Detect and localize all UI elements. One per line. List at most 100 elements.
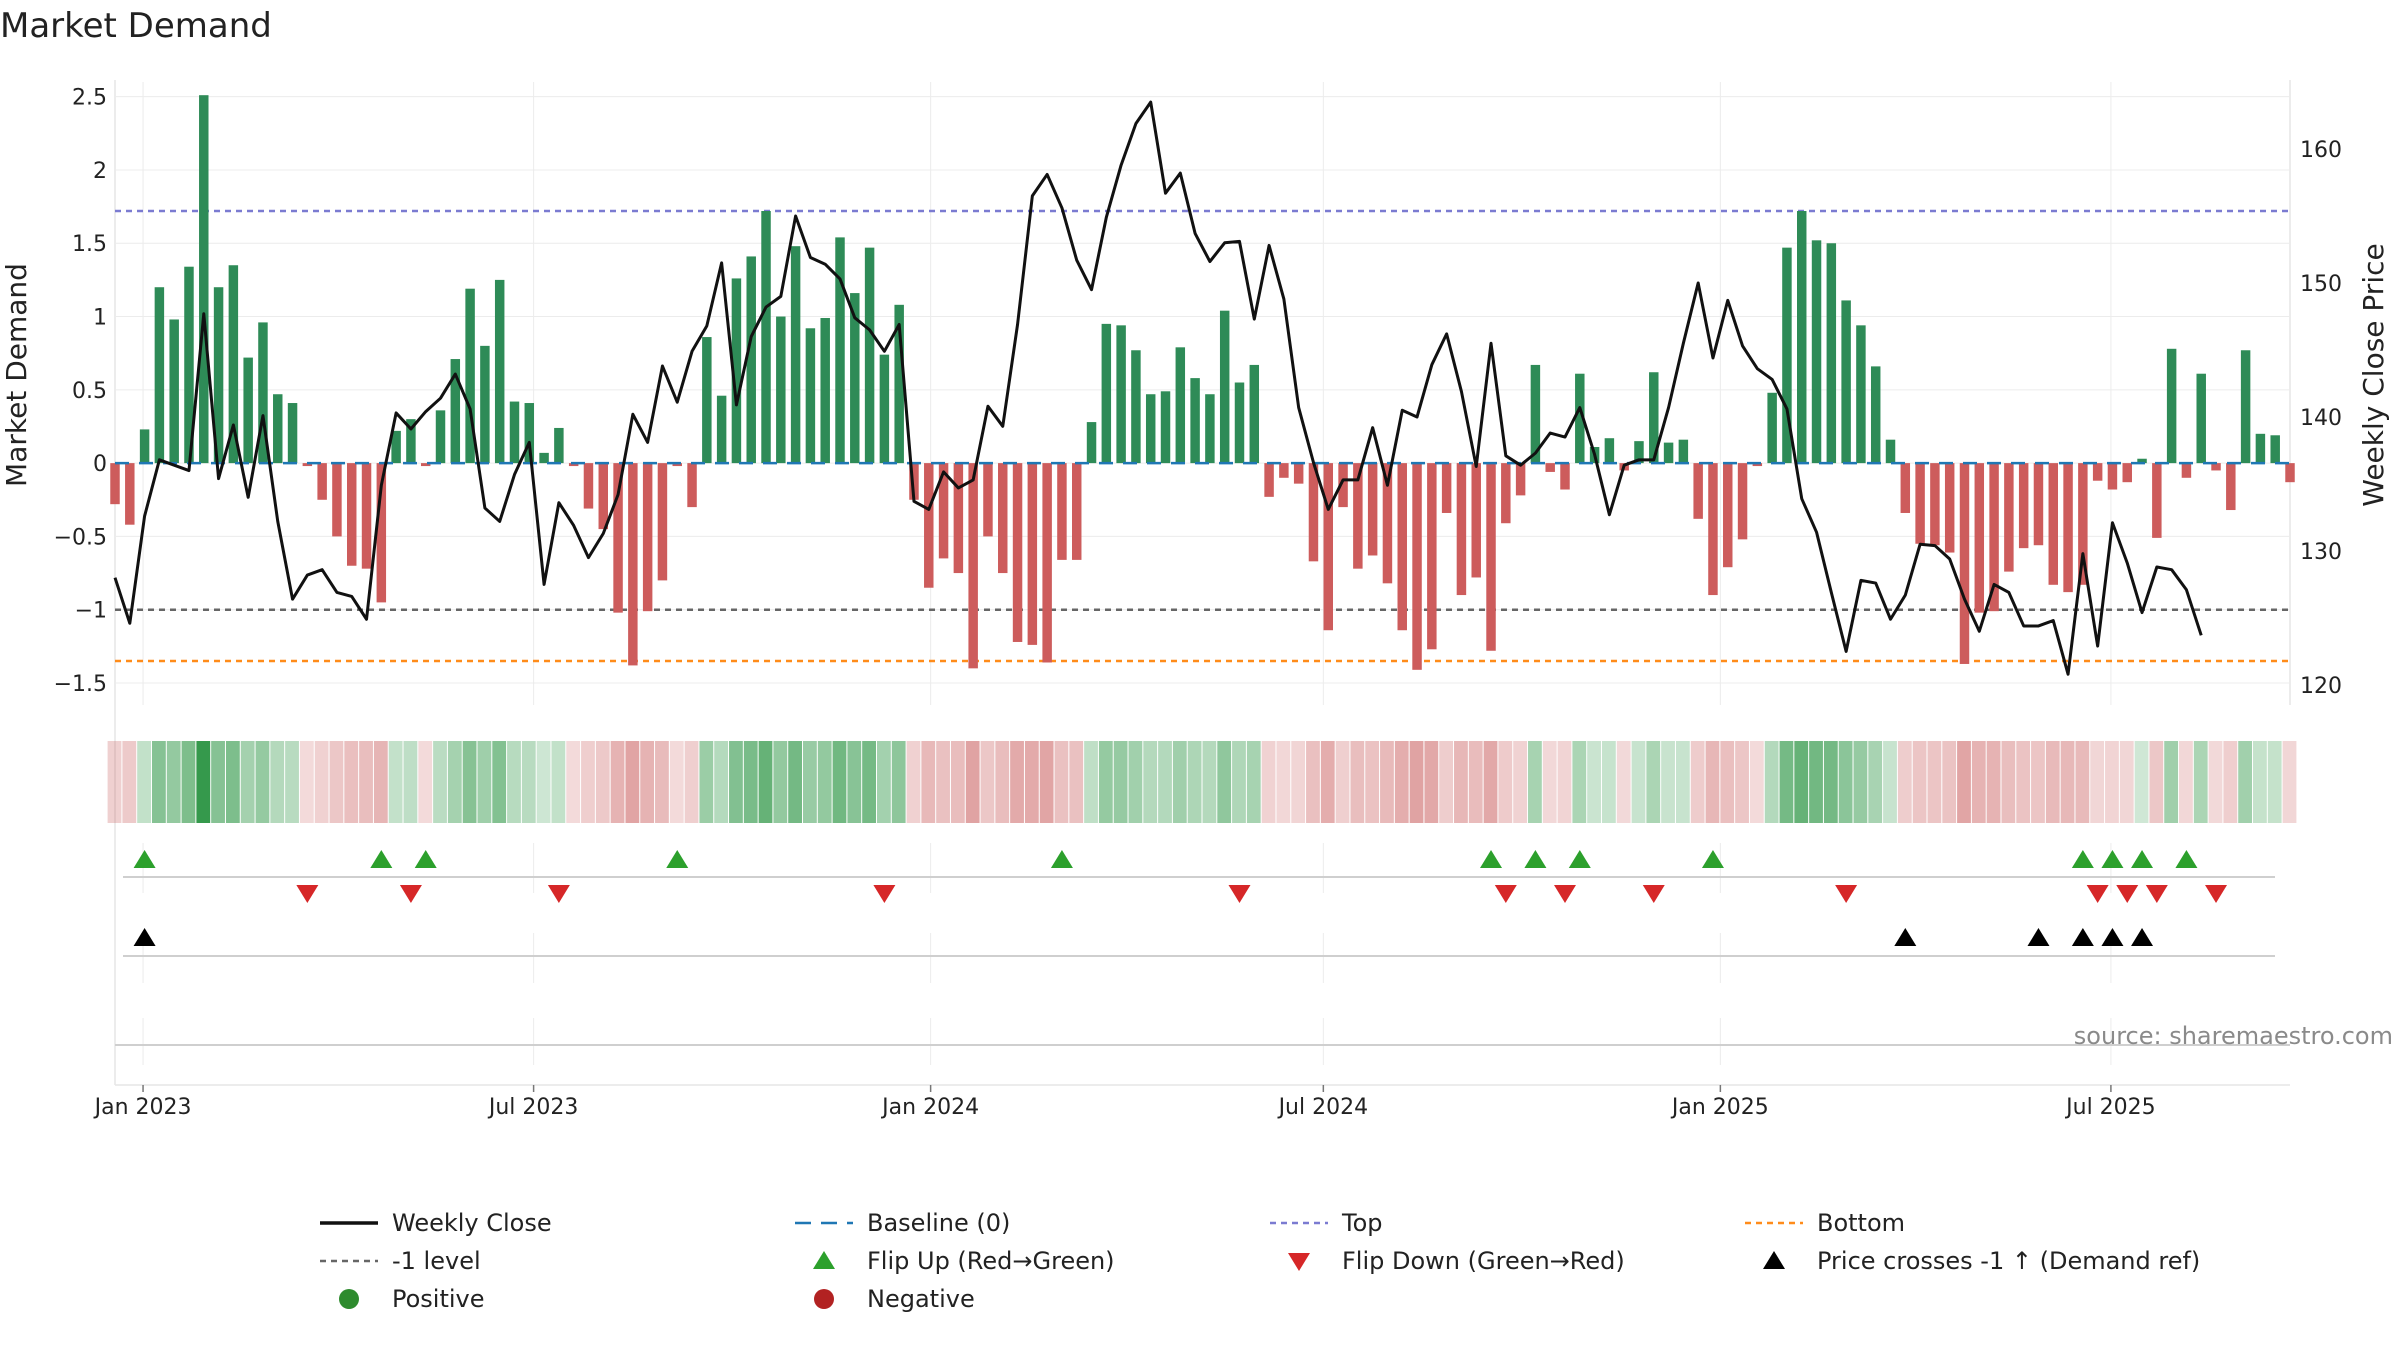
demand-bar	[2211, 463, 2221, 471]
flip-down-marker	[873, 885, 896, 903]
heat-cell	[447, 741, 462, 823]
demand-bar	[1190, 378, 1200, 464]
heat-cell	[1912, 741, 1927, 823]
legend-flip-up-label: Flip Up (Red→Green)	[867, 1247, 1115, 1275]
heat-cell	[1039, 741, 1054, 823]
heat-cell	[1217, 741, 1232, 823]
y-tick-label: 2.5	[72, 86, 107, 111]
heat-cell	[1616, 741, 1631, 823]
demand-bar	[2033, 463, 2044, 546]
demand-bar	[2122, 463, 2132, 483]
price-cross-marker	[2101, 928, 2124, 946]
flip-up-marker	[414, 850, 437, 868]
heat-cell	[1069, 741, 1084, 823]
heat-cell	[1749, 741, 1764, 823]
demand-bar	[1412, 463, 1422, 670]
heat-cell	[714, 741, 729, 823]
demand-bar	[1723, 463, 1733, 568]
heat-cell	[1439, 741, 1454, 823]
x-tick-label: Jul 2023	[487, 1095, 579, 1120]
demand-bar	[420, 463, 431, 467]
demand-bar	[2181, 463, 2192, 478]
heat-cell	[1957, 741, 1971, 823]
y2-tick-label: 120	[2300, 674, 2342, 699]
demand-bar	[1145, 394, 1156, 464]
x-tick-label: Jan 2023	[93, 1095, 192, 1120]
flip-down-marker	[2086, 885, 2109, 903]
demand-bar	[2107, 463, 2118, 490]
heat-cell	[1128, 741, 1143, 823]
heat-cell	[314, 741, 329, 823]
weekly-close-line	[113, 100, 2203, 676]
demand-bar	[1057, 463, 1067, 560]
heat-cell	[655, 741, 669, 823]
demand-bar	[243, 357, 253, 464]
heat-cell	[625, 741, 640, 823]
price-cross-marker	[2027, 928, 2050, 946]
demand-bar	[2137, 458, 2147, 464]
heat-cell	[373, 741, 388, 823]
heat-cell	[1897, 741, 1912, 823]
heat-cell	[2075, 741, 2090, 823]
heat-cell	[1409, 741, 1424, 823]
demand-bar	[139, 429, 150, 464]
demand-bar	[1604, 438, 1615, 464]
heat-cell	[536, 741, 551, 823]
heat-cell	[832, 741, 847, 823]
demand-bar	[1131, 350, 1141, 464]
flip-down-marker	[547, 885, 570, 903]
demand-bar	[1382, 463, 1393, 584]
heat-cell	[699, 741, 714, 823]
demand-bar	[1915, 463, 1925, 544]
heat-cell	[1335, 741, 1350, 823]
heat-cell	[1232, 741, 1246, 823]
heat-cell	[2016, 741, 2031, 823]
demand-bar	[1530, 364, 1541, 464]
heat-cell	[729, 741, 743, 823]
demand-bar	[1308, 463, 1319, 562]
heat-cell	[196, 741, 211, 823]
demand-bar	[1575, 373, 1585, 464]
heat-cell	[2179, 741, 2193, 823]
heat-cell	[418, 741, 433, 823]
heat-cell	[507, 741, 521, 823]
heat-cell	[299, 741, 314, 823]
demand-bar	[1782, 247, 1792, 464]
demand-bar	[1678, 439, 1689, 464]
x-tick-label: Jan 2025	[1670, 1095, 1769, 1120]
heat-cell	[2090, 741, 2105, 823]
demand-bar	[998, 463, 1008, 574]
heat-cell	[137, 741, 151, 823]
flip-down-marker	[2205, 885, 2228, 903]
x-tick-label: Jul 2024	[1277, 1095, 1369, 1120]
demand-bar	[1086, 422, 1097, 464]
demand-bar	[539, 452, 549, 464]
demand-bar	[2226, 463, 2236, 511]
heat-cell	[181, 741, 196, 823]
heat-cell	[1986, 741, 2001, 823]
heat-cell	[581, 741, 595, 823]
x-tick-label: Jan 2024	[880, 1095, 979, 1120]
heat-cell	[936, 741, 950, 823]
demand-bar	[805, 328, 816, 464]
flip-down-marker	[2145, 885, 2168, 903]
legend-negative-swatch	[814, 1289, 834, 1309]
heat-cell	[2223, 741, 2238, 823]
heat-cell	[2031, 741, 2045, 823]
demand-bar	[1708, 463, 1718, 596]
demand-bar	[465, 288, 475, 464]
demand-bar	[746, 256, 756, 464]
heat-cell	[2105, 741, 2119, 823]
heat-cell	[1779, 741, 1794, 823]
demand-bar	[598, 463, 608, 530]
demand-bar	[1811, 240, 1822, 464]
heat-cell	[1690, 741, 1705, 823]
demand-bar	[1989, 463, 1999, 612]
demand-bar	[347, 463, 357, 566]
heat-cell	[1187, 741, 1202, 823]
heat-cell	[1883, 741, 1897, 823]
heat-cell	[610, 741, 625, 823]
heat-cell	[1350, 741, 1365, 823]
flip-down-marker	[1835, 885, 1858, 903]
heat-cell	[2119, 741, 2134, 823]
